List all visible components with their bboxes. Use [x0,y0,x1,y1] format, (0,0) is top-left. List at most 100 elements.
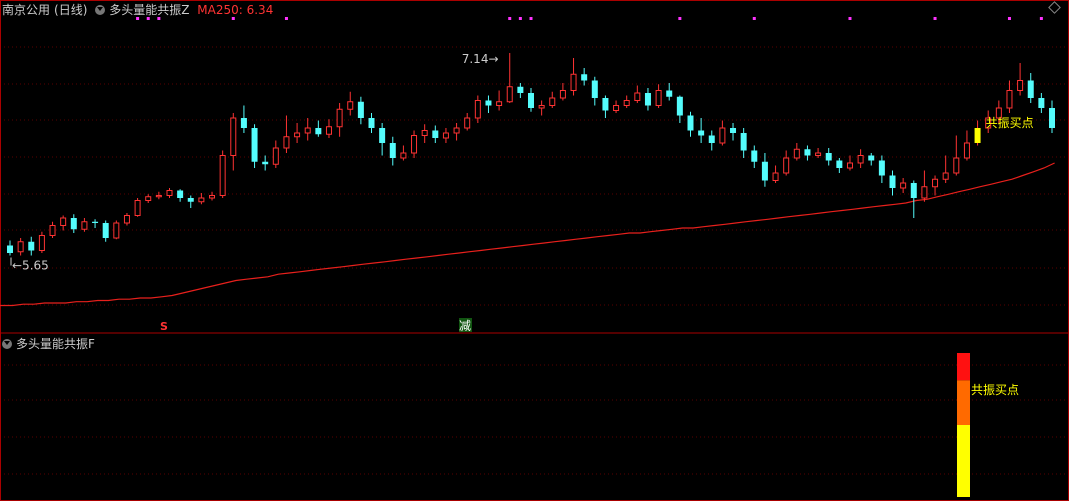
candle [868,153,875,166]
candle-body-down [687,115,694,131]
candle-body-down [1027,80,1034,98]
candle-body-up [166,190,173,196]
candle [687,111,694,137]
candle-body-up [496,101,503,106]
candle-body-down [1049,108,1055,128]
candle [474,95,481,123]
sub-indicator-name[interactable]: 多头量能共振F [16,337,95,351]
candle [953,135,960,176]
ma250-label: MA250: 6.34 [197,3,274,17]
candle-body-down [389,143,396,158]
candle-body-down [740,133,747,151]
candle [485,95,492,113]
candle-body-up [772,172,779,181]
candle [985,110,992,133]
chart-annotations: ←5.65 7.14→ S 减 共振买点 [10,52,1034,333]
candle [719,120,726,146]
candle [155,191,162,200]
candle-body-up [60,217,67,226]
candle [336,103,343,137]
candle-body-up [921,186,928,199]
candle [28,236,35,256]
candle [761,153,768,187]
candle [857,149,864,168]
candle-body-down [761,161,768,181]
candle-body-down [379,128,386,143]
candle-body-down [102,223,109,238]
candle [198,193,205,205]
candle [453,123,460,141]
candle-body-down [315,128,322,135]
candle-body-up [134,200,141,216]
candle [751,145,758,168]
candle [974,120,981,146]
top-marker [848,17,852,20]
candle-body-up [570,73,577,91]
candle-body-up [347,101,354,110]
candle [496,90,503,111]
candle-body-up [538,105,545,109]
candle-body-up [38,235,45,251]
candle-body-up [549,97,556,106]
candle [464,113,471,131]
candle [81,218,88,232]
candle [294,123,301,143]
top-marker [933,17,937,20]
sell-marker-s: S [160,320,168,333]
candle [698,118,705,143]
candle-body-down [666,90,673,97]
candle [1038,93,1045,113]
candle [591,76,598,106]
candle-body-up [613,105,620,111]
candle [102,220,109,242]
candle-body-up [942,172,949,180]
candle-body-up [559,90,566,99]
candle-body-up [81,221,88,230]
candle [262,155,269,171]
candle [389,136,396,166]
candle [219,150,226,198]
top-marker [284,17,288,20]
candle-body-down [868,155,875,161]
candle [1049,100,1055,133]
candle [92,219,99,228]
top-marker [1007,17,1011,20]
candle [910,180,917,218]
candle-body-up [453,127,460,134]
candle [730,123,737,141]
candle [113,220,120,240]
candle-body-down [485,100,492,106]
candle-body-down [528,93,534,108]
candle [538,100,545,116]
candle [123,213,130,226]
candle-body-up [953,157,960,174]
sub-indicator-dropdown-icon[interactable] [2,339,12,349]
candle [134,198,141,217]
candle-body-up [464,117,471,129]
candle-body-down [804,149,811,156]
candle-body-up [155,195,162,198]
period-label: (日线) [54,3,88,17]
candle-body-down [878,160,885,176]
candle-body-up [857,155,864,164]
high-label: 7.14→ [462,52,499,66]
candle-body-up [49,225,56,236]
candle-body-up [793,148,800,159]
candle [1027,73,1034,103]
candle [315,120,322,137]
candle [655,84,662,108]
candle-body-up [474,100,481,119]
candle [666,83,673,101]
indicator-dropdown-icon[interactable] [95,5,106,15]
candle [506,53,513,103]
candle-body-down [910,183,917,198]
candle [836,158,843,173]
top-marker [529,17,533,20]
candle [7,240,13,256]
indicator-name[interactable]: 多头量能共振Z [109,3,190,17]
low-label: ←5.65 [12,259,49,273]
candle-body-up [442,132,449,139]
candle-body-down [357,101,364,118]
buy-signal-candle [974,128,981,143]
sub-indicator: 共振买点 [957,353,1019,497]
